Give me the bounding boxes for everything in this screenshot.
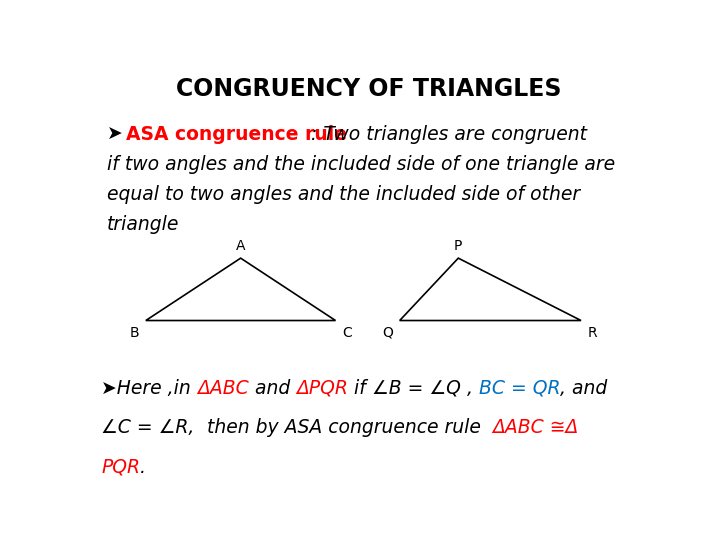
Text: R: R (588, 326, 598, 340)
Text: then by ASA congruence rule: then by ASA congruence rule (194, 418, 492, 437)
Text: PQR: PQR (101, 458, 140, 477)
Text: ➤Here ,in: ➤Here ,in (101, 379, 197, 398)
Text: equal to two angles and the included side of other: equal to two angles and the included sid… (107, 185, 580, 204)
Text: ΔABC: ΔABC (197, 379, 248, 398)
Text: B: B (130, 326, 139, 340)
Text: triangle: triangle (107, 215, 179, 234)
Text: P: P (454, 239, 462, 253)
Text: if: if (348, 379, 372, 398)
Text: ΔPQR: ΔPQR (296, 379, 348, 398)
Text: ,: , (461, 379, 479, 398)
Text: and: and (248, 379, 296, 398)
Text: ➤: ➤ (107, 125, 129, 144)
Text: ∠C = ∠R,: ∠C = ∠R, (101, 418, 194, 437)
Text: A: A (236, 239, 246, 253)
Text: C: C (342, 326, 352, 340)
Text: if two angles and the included side of one triangle are: if two angles and the included side of o… (107, 155, 615, 174)
Text: Q: Q (382, 326, 393, 340)
Text: : Two triangles are congruent: : Two triangles are congruent (305, 125, 587, 144)
Text: , and: , and (560, 379, 607, 398)
Text: CONGRUENCY OF TRIANGLES: CONGRUENCY OF TRIANGLES (176, 77, 562, 102)
Text: BC = QR: BC = QR (479, 379, 560, 398)
Text: .: . (140, 458, 146, 477)
Text: ASA congruence rule: ASA congruence rule (126, 125, 347, 144)
Text: ∠B = ∠Q: ∠B = ∠Q (372, 379, 461, 398)
Text: ΔABC ≅Δ: ΔABC ≅Δ (492, 418, 579, 437)
